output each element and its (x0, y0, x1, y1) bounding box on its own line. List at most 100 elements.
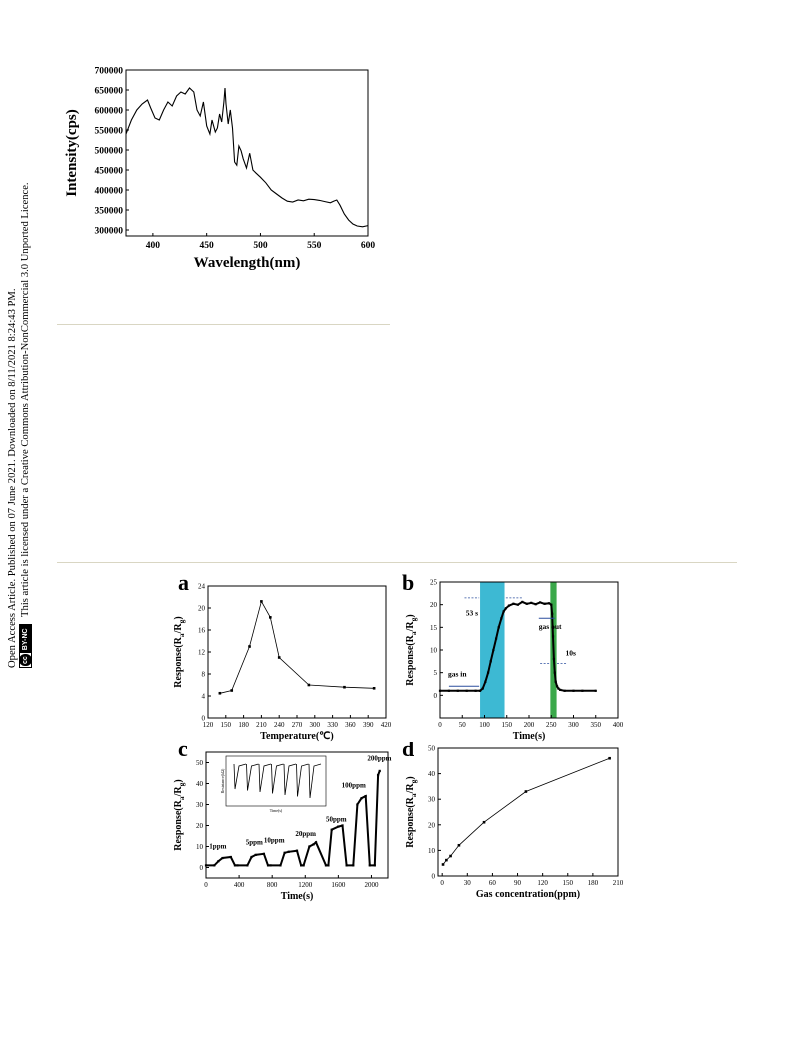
a-x-tick-label: 270 (292, 721, 303, 729)
b-y-tick-label: 15 (430, 624, 438, 632)
spectrum-y-tick-label: 600000 (95, 107, 124, 117)
b-data-point (543, 602, 546, 605)
d-x-axis-label: Gas concentration(ppm) (476, 889, 580, 900)
c-annotation-20ppm: 20ppm (295, 830, 316, 838)
b-data-point (447, 689, 450, 692)
spectrum-y-axis-label: Intensity(cps) (64, 109, 80, 197)
spectrum-y-tick-label: 450000 (95, 167, 124, 177)
spectrum-x-tick-label: 400 (146, 241, 161, 251)
b-annotation-gas-in: gas in (448, 669, 467, 678)
d-plot-frame (437, 747, 619, 877)
a-x-tick-label: 120 (203, 721, 214, 729)
c-y-tick-label: 50 (196, 759, 204, 767)
d-x-tick-label: 180 (588, 879, 599, 887)
c-data-point (341, 824, 344, 827)
sidebar-line-2: This article is licensed under a Creativ… (20, 182, 31, 617)
spectrum-plot-frame (125, 69, 369, 237)
b-data-point (486, 671, 490, 674)
b-x-tick-label: 0 (438, 721, 442, 729)
c-x-tick-label: 2000 (364, 881, 379, 889)
divider-top (57, 324, 390, 325)
c-data-point (378, 769, 381, 772)
spectrum-y-tick-label: 350000 (95, 207, 124, 217)
spectrum-series-line (125, 87, 369, 228)
b-annotation-gas-out: gas out (539, 622, 562, 631)
c-annotation-10ppm: 10ppm (264, 836, 285, 844)
a-y-tick-label: 12 (198, 649, 206, 657)
a-x-tick-label: 390 (363, 721, 374, 729)
c-data-point (221, 856, 224, 860)
c-data-point (246, 864, 249, 867)
a-y-tick-label: 20 (198, 605, 206, 613)
d-data-point (524, 790, 528, 793)
b-data-point (547, 602, 551, 605)
a-x-tick-label: 150 (221, 721, 232, 729)
spectrum-y-tick-label: 400000 (95, 187, 124, 197)
a-x-tick-label: 360 (345, 721, 356, 729)
c-data-point (312, 843, 315, 846)
b-y-tick-label: 25 (430, 579, 438, 587)
a-x-axis-label: Temperature(℃) (260, 731, 333, 742)
b-data-point (516, 603, 519, 606)
b-data-point (551, 612, 554, 615)
b-data-point (474, 689, 477, 692)
b-data-point (559, 688, 562, 691)
b-x-tick-label: 200 (524, 721, 535, 729)
d-x-tick-label: 90 (514, 879, 522, 887)
b-data-point (438, 689, 442, 692)
b-data-point (484, 680, 487, 683)
b-y-tick-label: 10 (430, 647, 438, 655)
b-data-point (504, 607, 507, 610)
b-panel-letter: b (402, 572, 414, 595)
c-data-point (337, 825, 340, 828)
c-data-point (373, 864, 376, 867)
c-data-point (356, 803, 359, 806)
c-data-point (204, 864, 208, 867)
c-data-point (213, 864, 216, 867)
b-data-point (507, 604, 511, 607)
c-x-tick-label: 1600 (331, 881, 346, 889)
b-data-point (563, 689, 566, 692)
c-x-tick-label: 800 (267, 881, 278, 889)
c-data-point (345, 864, 348, 867)
c-x-tick-label: 1200 (298, 881, 313, 889)
c-data-point (308, 845, 311, 848)
b-data-point (552, 657, 556, 661)
panel-d-chart: 0 30 60 90 120 150 180 210 0 10 20 30 40 50 Gas concen… (402, 742, 624, 900)
d-data-point (457, 843, 461, 847)
b-data-point (489, 660, 492, 663)
b-data-point (481, 687, 484, 690)
d-x-tick-label: 30 (464, 879, 472, 887)
c-x-tick-label: 400 (234, 881, 245, 889)
b-y-tick-label: 20 (430, 601, 438, 609)
c-inset-x-label: Time(s) (270, 808, 283, 813)
c-y-tick-label: 10 (196, 843, 204, 851)
by-nc-label: BY-NC (20, 625, 32, 654)
spectrum-y-tick-label: 700000 (95, 67, 124, 77)
b-data-point (478, 689, 482, 692)
a-data-point (230, 689, 234, 692)
c-y-tick-label: 20 (196, 822, 204, 830)
b-data-point (465, 689, 468, 692)
b-annotation-response-time: 53 s (466, 609, 478, 618)
a-x-tick-label: 330 (327, 721, 338, 729)
b-x-tick-label: 150 (502, 721, 513, 729)
c-data-point (229, 855, 232, 859)
b-data-point (557, 687, 560, 690)
b-x-tick-label: 100 (479, 721, 490, 729)
c-data-point (376, 774, 380, 777)
c-data-point (269, 864, 272, 867)
b-data-point (494, 637, 498, 640)
b-data-point (539, 601, 542, 604)
d-data-point (482, 820, 486, 824)
c-y-tick-label: 40 (196, 780, 204, 788)
d-x-tick-label: 60 (489, 879, 497, 887)
b-data-point (581, 689, 584, 692)
c-data-point (314, 841, 318, 844)
b-x-axis-label: Time(s) (513, 731, 546, 742)
cc-icon: cc (19, 654, 33, 666)
d-series-line (442, 757, 610, 865)
b-x-tick-label: 350 (591, 721, 602, 729)
c-data-point (364, 795, 367, 798)
a-x-tick-label: 240 (274, 721, 285, 729)
